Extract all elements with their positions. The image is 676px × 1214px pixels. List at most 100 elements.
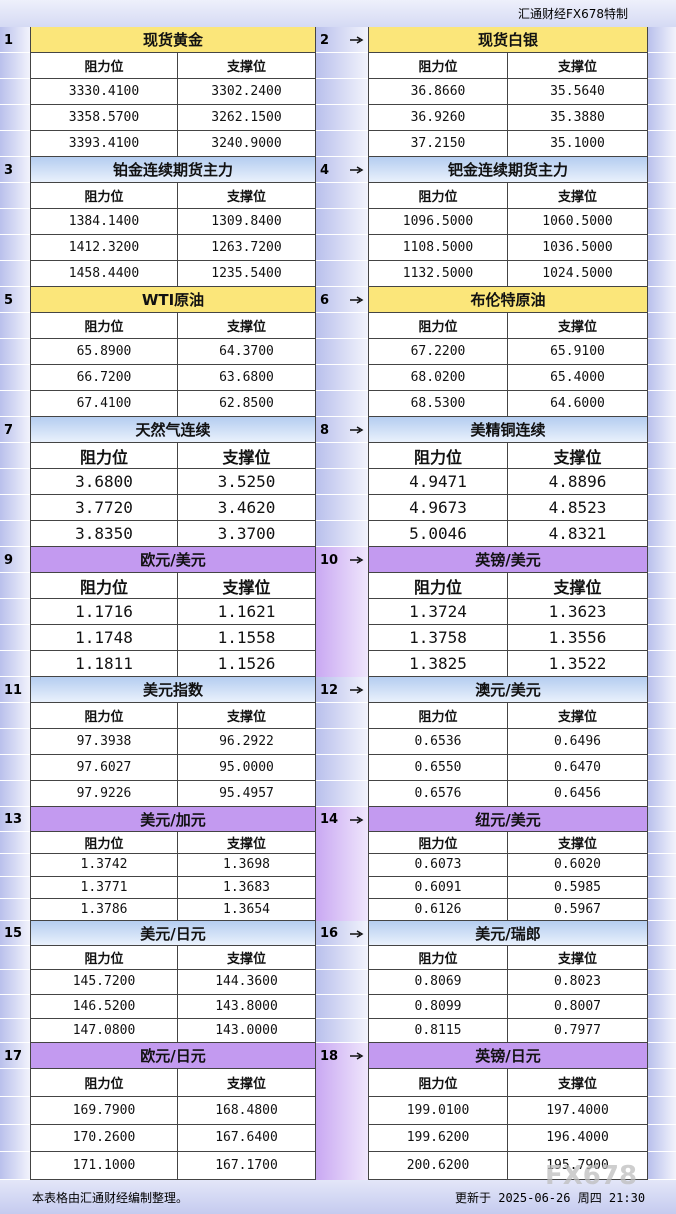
column-header: 阻力位 (30, 443, 178, 469)
value-cell: 1060.5000 (508, 209, 648, 235)
side-strip (0, 209, 30, 235)
side-strip (648, 781, 676, 807)
block-title: 现货黄金 (30, 27, 316, 53)
value-cell: 1.3623 (508, 599, 648, 625)
side-strip (648, 417, 676, 443)
value-cell: 65.9100 (508, 339, 648, 365)
side-strip (648, 729, 676, 755)
value-cell: 0.8099 (368, 994, 508, 1019)
side-strip (0, 1018, 30, 1043)
value-cell: 1.1716 (30, 599, 178, 625)
value-cell: 0.5985 (508, 876, 648, 899)
side-strip (0, 183, 30, 209)
middle-strip (316, 261, 368, 287)
block-number: 7 (4, 422, 14, 438)
column-header: 支撑位 (178, 53, 316, 79)
side-strip (0, 994, 30, 1019)
arrow-icon (350, 815, 364, 824)
value-cell: 36.8660 (368, 79, 508, 105)
block-title: 美元/日元 (30, 921, 316, 946)
value-cell: 143.8000 (178, 994, 316, 1019)
value-cell: 1108.5000 (368, 235, 508, 261)
side-strip (648, 521, 676, 547)
value-cell: 66.7200 (30, 365, 178, 391)
block-title: 钯金连续期货主力 (368, 157, 648, 183)
column-header: 支撑位 (178, 703, 316, 729)
side-strip (0, 443, 30, 469)
side-strip (0, 854, 30, 877)
value-cell: 63.6800 (178, 365, 316, 391)
value-cell: 0.8023 (508, 970, 648, 995)
value-cell: 35.1000 (508, 131, 648, 157)
side-strip (0, 755, 30, 781)
value-cell: 35.5640 (508, 79, 648, 105)
column-header: 阻力位 (368, 1069, 508, 1097)
value-cell: 200.6200 (368, 1152, 508, 1180)
middle-strip (316, 876, 368, 899)
value-cell: 0.6091 (368, 876, 508, 899)
value-cell: 0.6020 (508, 854, 648, 877)
side-strip (0, 1152, 30, 1180)
side-strip (648, 547, 676, 573)
value-cell: 167.1700 (178, 1152, 316, 1180)
block-title: 美元/加元 (30, 807, 316, 832)
value-cell: 1096.5000 (368, 209, 508, 235)
side-strip (0, 703, 30, 729)
block-title: 欧元/美元 (30, 547, 316, 573)
value-cell: 0.6456 (508, 781, 648, 807)
middle-strip (316, 898, 368, 921)
value-cell: 195.7900 (508, 1152, 648, 1180)
middle-strip (316, 946, 368, 971)
side-strip (0, 807, 30, 832)
value-cell: 4.8523 (508, 495, 648, 521)
middle-strip (316, 703, 368, 729)
side-strip (648, 287, 676, 313)
side-strip (0, 365, 30, 391)
side-strip (648, 443, 676, 469)
value-cell: 1.3786 (30, 898, 178, 921)
middle-strip (316, 521, 368, 547)
side-strip (0, 157, 30, 183)
block-title: 天然气连续 (30, 417, 316, 443)
block-number: 10 (320, 552, 339, 568)
middle-strip (316, 469, 368, 495)
value-cell: 144.3600 (178, 970, 316, 995)
block-title: 英镑/美元 (368, 547, 648, 573)
value-cell: 36.9260 (368, 105, 508, 131)
middle-strip (316, 1069, 368, 1097)
side-strip (0, 832, 30, 855)
column-header: 支撑位 (508, 313, 648, 339)
side-strip (648, 79, 676, 105)
value-cell: 3393.4100 (30, 131, 178, 157)
block-title: 澳元/美元 (368, 677, 648, 703)
value-cell: 171.1000 (30, 1152, 178, 1180)
side-strip (648, 235, 676, 261)
arrow-icon (350, 686, 364, 694)
side-strip (648, 183, 676, 209)
side-strip (648, 832, 676, 855)
block-title: 纽元/美元 (368, 807, 648, 832)
side-strip (0, 391, 30, 417)
column-header: 阻力位 (368, 313, 508, 339)
value-cell: 0.8007 (508, 994, 648, 1019)
value-cell: 197.4000 (508, 1096, 648, 1125)
middle-strip (316, 339, 368, 365)
value-cell: 67.4100 (30, 391, 178, 417)
value-cell: 1132.5000 (368, 261, 508, 287)
side-strip (0, 921, 30, 946)
arrow-icon (350, 556, 364, 564)
column-header: 阻力位 (30, 573, 178, 599)
value-cell: 143.0000 (178, 1018, 316, 1043)
value-cell: 65.4000 (508, 365, 648, 391)
block-title: 美元指数 (30, 677, 316, 703)
value-cell: 0.6536 (368, 729, 508, 755)
side-strip (0, 495, 30, 521)
side-strip (0, 599, 30, 625)
side-strip (648, 391, 676, 417)
side-strip (0, 729, 30, 755)
side-strip (648, 131, 676, 157)
value-cell: 169.7900 (30, 1096, 178, 1125)
column-header: 支撑位 (178, 946, 316, 971)
value-cell: 0.8115 (368, 1018, 508, 1043)
